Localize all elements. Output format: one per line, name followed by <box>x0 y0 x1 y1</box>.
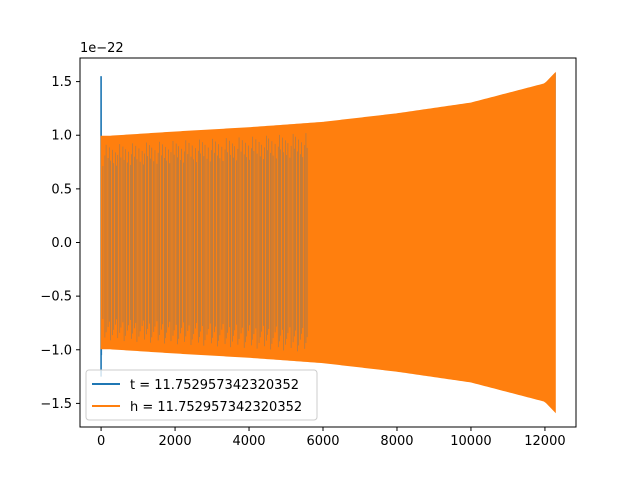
y-tick-label: 1.0 <box>51 129 72 144</box>
y-tick-label: −1.5 <box>40 397 72 412</box>
plot-area <box>100 71 556 414</box>
legend-label-series-2: h = 11.752957342320352 <box>130 400 302 415</box>
y-tick-label: 0.0 <box>51 236 72 251</box>
y-tick-label: −1.0 <box>40 343 72 358</box>
x-tick-label: 8000 <box>380 434 413 449</box>
x-tick-label: 12000 <box>524 434 565 449</box>
x-tick-label: 4000 <box>232 434 265 449</box>
y-offset-label: 1e−22 <box>80 41 124 56</box>
y-axis: −1.5 −1.0 −0.5 0.0 0.5 1.0 1.5 <box>40 75 80 412</box>
legend-label-series-1: t = 11.752957342320352 <box>130 378 299 393</box>
x-tick-label: 2000 <box>159 434 192 449</box>
legend: t = 11.752957342320352 h = 11.7529573423… <box>85 369 318 421</box>
x-tick-label: 10000 <box>450 434 491 449</box>
x-tick-label: 6000 <box>306 434 339 449</box>
x-tick-label: 0 <box>97 434 105 449</box>
series-t-visible-strokes <box>102 133 308 352</box>
y-tick-label: −0.5 <box>40 290 72 305</box>
x-axis: 0 2000 4000 6000 8000 10000 12000 <box>97 427 566 449</box>
legend-box <box>85 369 318 421</box>
y-tick-label: 0.5 <box>51 182 72 197</box>
y-tick-label: 1.5 <box>51 75 72 90</box>
